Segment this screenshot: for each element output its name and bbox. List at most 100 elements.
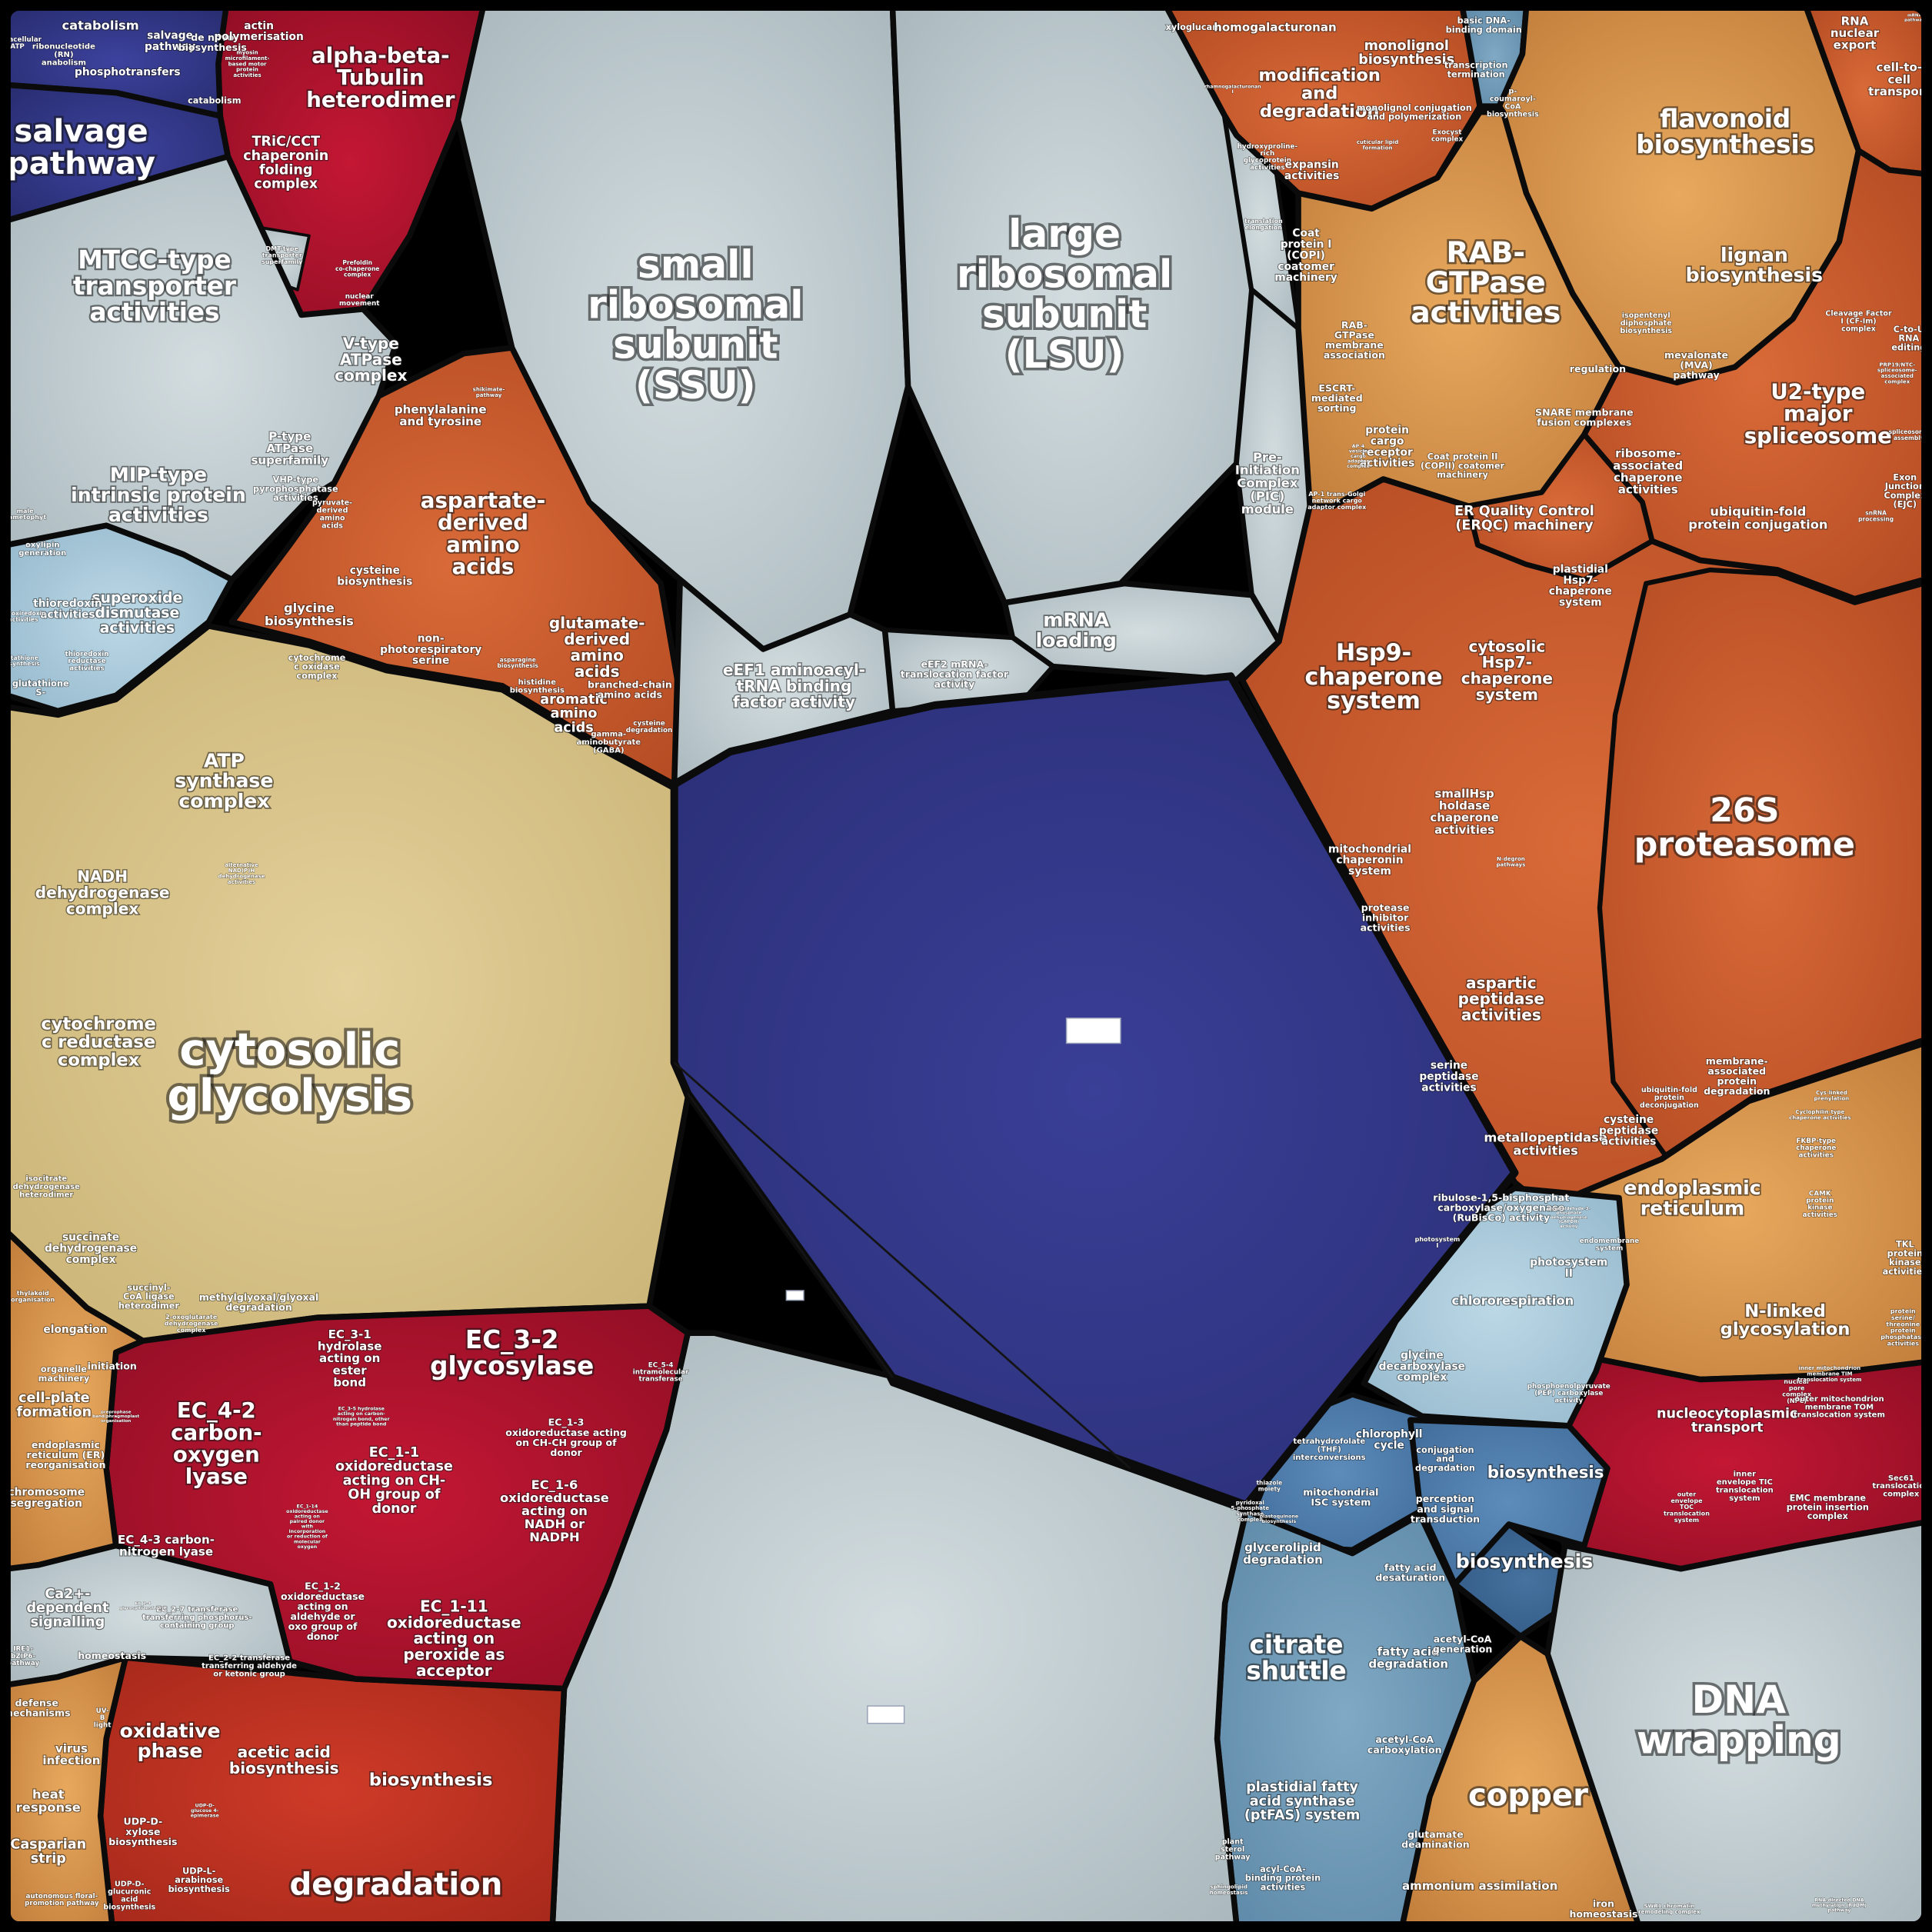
cells-layer bbox=[5, 5, 1927, 1927]
label-phenylalanine: phenylalanine and tyrosine bbox=[395, 403, 487, 429]
label-sec61: Sec61 translocation complex bbox=[1872, 1474, 1930, 1499]
label-mrna: mRNA pathway bbox=[1904, 14, 1925, 23]
label-chlororespiration: chlororespiration bbox=[1452, 1293, 1574, 1307]
label-ec-2-4: EC_2-4 glycosyltransferase bbox=[119, 1602, 166, 1611]
label-serine: serine peptidase activities bbox=[1419, 1060, 1478, 1094]
label-er-quality-control: ER Quality Control (ERQC) machinery bbox=[1454, 504, 1594, 533]
label-glutamate: glutamate-derived amino acids bbox=[549, 614, 645, 681]
label-biosynthesis: biosynthesis bbox=[1456, 1550, 1593, 1572]
label-eef2-mrna: eEF2 mRNA-translocation factor activity bbox=[901, 658, 1009, 690]
label-ec-3-2: EC_3-2 glycosylase bbox=[430, 1325, 594, 1381]
label-snrna: snRNA processing bbox=[1858, 509, 1894, 522]
label-asparagine: asparagine biosynthesis bbox=[498, 656, 539, 669]
cell-erqc[interactable] bbox=[1465, 432, 1654, 582]
label-u2-type: U2-type major spliceosome bbox=[1744, 379, 1892, 448]
label-endoplasmic: endoplasmic reticulum bbox=[1624, 1177, 1760, 1219]
label-salvage: salvage pathway bbox=[145, 29, 195, 52]
label-dna: DNA wrapping bbox=[1637, 1677, 1841, 1762]
label-nuclear: nuclear pore complex (NPC) bbox=[1782, 1378, 1812, 1404]
label-atp: ATP synthase complex bbox=[175, 750, 273, 812]
label-coat: Coat protein I (COPI) coatomer machinery bbox=[1274, 228, 1337, 284]
label-rhamnogalacturonan: rhamnogalacturonan I bbox=[1204, 84, 1261, 95]
label-superoxide: superoxide dismutase activities bbox=[92, 590, 182, 636]
label-camk: CAMK protein kinase activities bbox=[1803, 1190, 1837, 1218]
label-ec-4-3-carbon: EC_4-3 carbon-nitrogen lyase bbox=[118, 1533, 215, 1559]
label-cytosolic: cytosolic Hsp7-chaperone system bbox=[1461, 637, 1553, 704]
label-photosystem: photosystem I bbox=[1415, 1236, 1461, 1249]
label-regulation: regulation bbox=[1570, 363, 1626, 375]
cell-redox-cluster[interactable] bbox=[5, 522, 235, 715]
label-biosynthesis: biosynthesis bbox=[1487, 1464, 1604, 1483]
label-ribonucleotide: ribonucleotide (RN) anabolism bbox=[32, 42, 95, 67]
label-cell-plate: cell-plate formation bbox=[17, 1391, 92, 1420]
label-protein: protein cargo receptor activities bbox=[1360, 425, 1414, 470]
label-expansin: expansin activities bbox=[1284, 159, 1339, 182]
label-protease: protease inhibitor activities bbox=[1361, 902, 1411, 934]
label-degradation: degradation bbox=[290, 1867, 503, 1902]
label-udp-l: UDP-L-arabinose biosynthesis bbox=[168, 1866, 231, 1894]
label-smallhsp: smallHsp holdase chaperone activities bbox=[1430, 787, 1499, 837]
label-lignan: lignan biosynthesis bbox=[1686, 244, 1823, 286]
label-fatty-acid: fatty acid desaturation bbox=[1375, 1562, 1445, 1584]
label-initiation: initiation bbox=[88, 1360, 137, 1371]
label-escrt: ESCRT-mediated sorting bbox=[1311, 382, 1363, 414]
label-pyridoxal: pyridoxal 5-phosphate synthase complex bbox=[1231, 1499, 1269, 1523]
label-extracellular: extracellularATP bbox=[0, 36, 42, 51]
label-non: non-photorespiratory serine bbox=[380, 632, 481, 667]
cell-central-blue[interactable] bbox=[670, 672, 1519, 1509]
label-salvage: salvage pathway bbox=[7, 114, 155, 182]
cell-proteasome[interactable] bbox=[1597, 567, 1927, 1158]
label-26s: 26S proteasome bbox=[1634, 791, 1855, 864]
label-ire1: IRE1-bZIP6-pathway bbox=[7, 1646, 39, 1667]
label-modification: modification and degradation bbox=[1258, 65, 1381, 122]
label-catabolism: catabolism bbox=[62, 18, 138, 32]
label-rna: RNA nuclear export bbox=[1830, 14, 1880, 52]
label-small: small ribosomal subunit (SSU) bbox=[588, 242, 803, 408]
label-fatty-acid: fatty acid degradation bbox=[1368, 1645, 1448, 1671]
label-snare-membrane: SNARE membrane fusion complexes bbox=[1535, 406, 1634, 428]
label-glyceraldehyde-3: glyceraldehyde-3-phosphate dehydrogenase(… bbox=[1547, 1207, 1591, 1229]
label-exon: Exon Junction Complex (EJC) bbox=[1884, 472, 1926, 509]
label-emc-membrane: EMC membrane protein insertion complex bbox=[1787, 1494, 1869, 1522]
label-nadh: NADH dehydrogenase complex bbox=[35, 868, 170, 918]
label-oxylipin: oxylipin generation bbox=[18, 541, 66, 558]
cell-signalling-cluster[interactable] bbox=[1407, 1417, 1611, 1587]
label-alternative: alternative NAD(P)H dehydrogenase activitie… bbox=[218, 861, 265, 885]
label-ec-2-2-transferase: EC_2-2 transferase transferring aldehyde o… bbox=[202, 1654, 297, 1678]
label-membrane: membrane-associated protein degradation bbox=[1704, 1055, 1770, 1097]
label-inner: inner envelope TIC translocation system bbox=[1716, 1471, 1774, 1503]
label-vhp-type: VHP-type pyrophosphatase activities bbox=[253, 475, 338, 504]
label-sphingolipid: sphingolipid homeostasis bbox=[1210, 1884, 1248, 1896]
label-udp-d: UDP-D-xylose biosynthesis bbox=[108, 1816, 177, 1847]
label-male: male gametophyt bbox=[4, 508, 46, 521]
label-gamma: gamma-aminobutyrate (GABA) bbox=[576, 731, 641, 755]
label-metallopeptidase: metallopeptidase activities bbox=[1484, 1130, 1607, 1158]
label-myosin: myosin microfilament-based motor protein ac… bbox=[225, 49, 270, 78]
label-ec-1-3: EC_1-3 oxidoreductase acting on CH-CH grou… bbox=[505, 1417, 627, 1458]
redacted-label-box bbox=[867, 1705, 905, 1724]
label-phosphoenolpyruvate: phosphoenolpyruvate (PEP) carboxylase acti… bbox=[1527, 1383, 1611, 1404]
label-casparian: Casparian strip bbox=[10, 1837, 86, 1867]
label-udp-d: UDP-D-glucose 4-epimerase bbox=[191, 1803, 219, 1818]
label-cytosolic: cytosolic glycolysis bbox=[167, 1023, 412, 1121]
label-iron: iron homeostasis bbox=[1569, 1898, 1637, 1920]
label-isopentenyl: isopentenyl diphosphate biosynthesis bbox=[1620, 311, 1672, 335]
label-ec-1-2: EC_1-2 oxidoreductase acting on aldehyde or… bbox=[281, 1581, 365, 1642]
label-thylakoid: thylakoid organisation bbox=[11, 1290, 55, 1303]
label-chromosome: chromosome segregation bbox=[8, 1486, 85, 1509]
label-biosynthesis: biosynthesis bbox=[369, 1770, 493, 1790]
label-ubiquitin-fold: ubiquitin-fold protein deconjugation bbox=[1640, 1086, 1699, 1110]
label-protein: protein serine/threonine protein phosphatas… bbox=[1880, 1308, 1926, 1347]
label-mevalonate: mevalonate (MVA) pathway bbox=[1664, 349, 1728, 381]
label-uv: UV-B light bbox=[94, 1707, 112, 1729]
label-2-oxoglutarate: 2-oxoglutarate dehydrogenase complex bbox=[165, 1314, 218, 1334]
label-pre: Pre-Initiation Complex (PIC) module bbox=[1235, 450, 1300, 517]
label-ec-1-1: EC_1-1 oxidoreductase acting on CH-OH grou… bbox=[335, 1445, 453, 1517]
label-cys-linked: Cys-linked prenylation bbox=[1814, 1089, 1850, 1101]
label-udp-d: UDP-D-glucuronic acid biosynthesis bbox=[103, 1880, 155, 1912]
label-large: large ribosomal subunit (LSU) bbox=[957, 211, 1172, 377]
label-p: p-coumaroyl-CoA biosynthesis bbox=[1487, 88, 1539, 119]
label-c-to-u: C-to-U RNA editing bbox=[1891, 325, 1926, 353]
